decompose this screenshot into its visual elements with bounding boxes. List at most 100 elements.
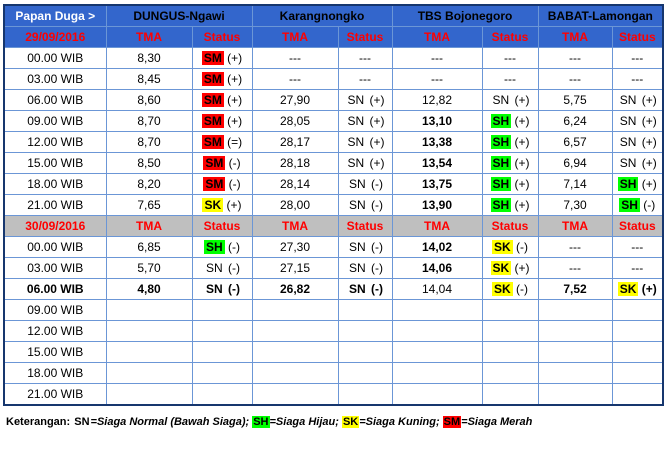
time-cell: 15.00 WIB <box>3 341 107 363</box>
status-code: SH <box>490 114 512 128</box>
status-cell: SH (+) <box>481 152 539 174</box>
status-cell: SN (+) <box>611 89 664 111</box>
status-cell: SK (+) <box>611 278 664 300</box>
status-code: SN <box>206 282 223 296</box>
table-row: 03.00 WIB 8,45 SM (+) --- --- --- --- --- --- <box>3 68 664 90</box>
status-code: SK <box>492 282 513 296</box>
status-column-header: Status <box>611 26 664 48</box>
status-cell: SK (+) <box>191 194 253 216</box>
status-cell: SN (-) <box>337 278 393 300</box>
status-cell: SN (-) <box>337 236 393 258</box>
status-code: SM <box>203 156 226 170</box>
status-code: SK <box>492 240 513 254</box>
status-cell <box>337 341 393 363</box>
tma-column-header: TMA <box>537 26 613 48</box>
status-code: SK <box>617 282 639 296</box>
tma-cell: 6,24 <box>537 110 613 132</box>
tma-cell: 13,75 <box>391 173 483 195</box>
tma-cell: 8,20 <box>105 173 193 195</box>
tma-cell: 26,82 <box>251 278 339 300</box>
status-code: SN <box>349 261 366 275</box>
status-cell: SN (-) <box>191 278 253 300</box>
tma-cell: 13,90 <box>391 194 483 216</box>
status-code: SN <box>206 261 223 275</box>
tma-cell: 5,70 <box>105 257 193 279</box>
status-cell: SN (+) <box>337 131 393 153</box>
status-cell <box>191 383 253 406</box>
tma-cell: --- <box>391 68 483 90</box>
tma-cell: 8,50 <box>105 152 193 174</box>
status-cell: SN (-) <box>337 257 393 279</box>
tma-cell: --- <box>537 68 613 90</box>
status-cell: --- <box>611 236 664 258</box>
tma-cell <box>251 299 339 321</box>
tma-cell <box>251 320 339 342</box>
tma-cell: --- <box>391 47 483 69</box>
time-cell: 03.00 WIB <box>3 68 107 90</box>
status-cell: --- <box>611 47 664 69</box>
status-code: SH <box>490 156 512 170</box>
time-cell: 09.00 WIB <box>3 299 107 321</box>
table-row: 18.00 WIB 8,20 SM (-) 28,14 SN (-) 13,75 SH (+… <box>3 173 664 195</box>
time-cell: 00.00 WIB <box>3 47 107 69</box>
table-row: 03.00 WIB 5,70 SN (-) 27,15 SN (-) 14,06 SK (+… <box>3 257 664 279</box>
tma-cell: --- <box>537 47 613 69</box>
tma-cell: --- <box>537 257 613 279</box>
tma-cell: 27,30 <box>251 236 339 258</box>
legend-label: Keterangan: <box>6 416 74 428</box>
tma-cell: 8,70 <box>105 131 193 153</box>
status-cell: SH (-) <box>191 236 253 258</box>
legend-desc: =Siaga Kuning; <box>359 416 443 428</box>
status-cell: SN (-) <box>191 257 253 279</box>
status-column-header: Status <box>191 215 253 237</box>
tma-cell <box>391 383 483 406</box>
time-cell: 12.00 WIB <box>3 320 107 342</box>
legend: Keterangan: SN=Siaga Normal (Bawah Siaga… <box>6 416 660 428</box>
status-cell: SN (+) <box>337 152 393 174</box>
papan-duga-header-link[interactable]: Papan Duga > <box>3 4 107 27</box>
tma-cell: 6,57 <box>537 131 613 153</box>
tma-cell <box>537 362 613 384</box>
tma-cell: 28,00 <box>251 194 339 216</box>
status-code: SN <box>619 135 637 149</box>
table-row: 18.00 WIB <box>3 362 664 384</box>
status-code: SN <box>349 198 366 212</box>
status-cell: SH (+) <box>481 110 539 132</box>
status-code: SH <box>490 135 512 149</box>
tma-cell: 14,02 <box>391 236 483 258</box>
status-column-header: Status <box>337 215 393 237</box>
tma-cell: 8,60 <box>105 89 193 111</box>
tma-cell: 4,80 <box>105 278 193 300</box>
status-cell: SM (+) <box>191 68 253 90</box>
time-cell: 15.00 WIB <box>3 152 107 174</box>
legend-desc: =Siaga Hijau; <box>269 416 342 428</box>
status-code: SH <box>490 198 512 212</box>
time-cell: 06.00 WIB <box>3 278 107 300</box>
status-cell <box>337 383 393 406</box>
status-column-header: Status <box>191 26 253 48</box>
table-row: 00.00 WIB 8,30 SM (+) --- --- --- --- --- --- <box>3 47 664 69</box>
status-cell: --- <box>337 68 393 90</box>
time-cell: 03.00 WIB <box>3 257 107 279</box>
tma-cell: 8,70 <box>105 110 193 132</box>
papan-duga-page: Papan Duga > DUNGUS-Ngawi Karangnongko T… <box>3 4 665 428</box>
status-cell <box>481 341 539 363</box>
status-cell: SM (=) <box>191 131 253 153</box>
tma-cell: 7,14 <box>537 173 613 195</box>
tma-cell <box>391 299 483 321</box>
status-code: SN <box>347 93 365 107</box>
tma-cell: 28,18 <box>251 152 339 174</box>
tma-column-header: TMA <box>537 215 613 237</box>
tma-cell <box>105 362 193 384</box>
status-cell <box>481 362 539 384</box>
status-code: SN <box>619 114 637 128</box>
legend-code: SN <box>74 416 90 428</box>
status-cell <box>191 299 253 321</box>
tma-cell: 7,65 <box>105 194 193 216</box>
table-row: 06.00 WIB 8,60 SM (+) 27,90 SN (+) 12,82 SN (+… <box>3 89 664 111</box>
status-cell <box>337 299 393 321</box>
status-code: SH <box>490 177 512 191</box>
status-code: SN <box>349 282 366 296</box>
status-code: SM <box>201 51 224 65</box>
status-column-header: Status <box>337 26 393 48</box>
